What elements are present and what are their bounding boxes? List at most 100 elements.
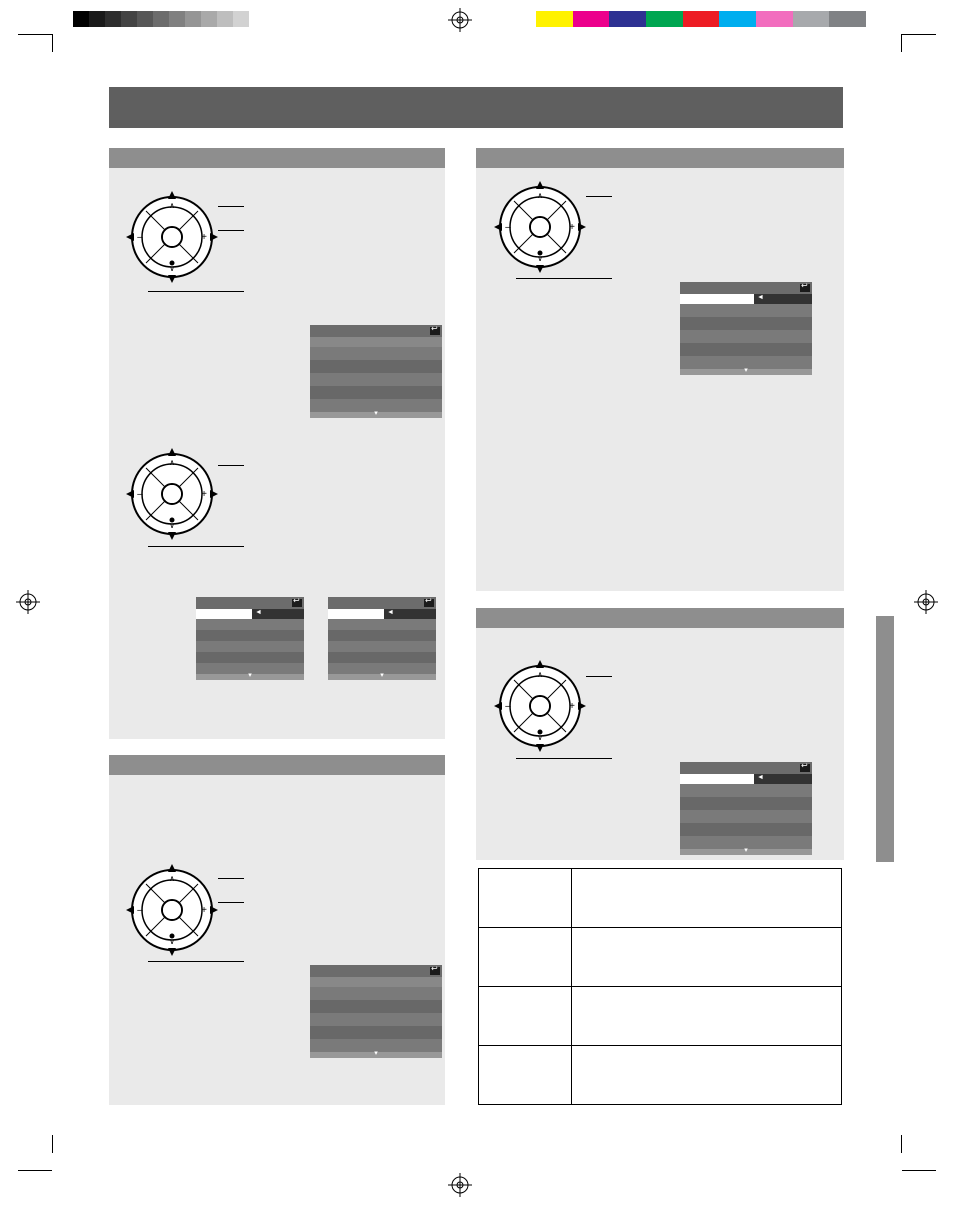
menu-row bbox=[680, 784, 812, 797]
menu-footer bbox=[680, 369, 812, 375]
page-title-bar bbox=[109, 87, 843, 128]
osd-menu bbox=[328, 597, 436, 680]
joystick-icon: ∧ ∨ – + bbox=[126, 191, 218, 283]
menu-row bbox=[328, 619, 436, 630]
osd-menu bbox=[196, 597, 304, 680]
section-heading-bar bbox=[476, 148, 844, 168]
side-thumb-tab bbox=[876, 616, 894, 862]
section-heading-bar bbox=[109, 148, 445, 168]
back-icon bbox=[430, 967, 440, 975]
spec-table bbox=[478, 868, 842, 1105]
menu-footer bbox=[196, 674, 304, 680]
joystick-icon: ∧ ∨ – + bbox=[494, 660, 586, 752]
reg-mark-top bbox=[448, 8, 472, 32]
menu-footer bbox=[328, 674, 436, 680]
menu-row bbox=[328, 641, 436, 652]
menu-row bbox=[196, 619, 304, 630]
back-icon bbox=[800, 284, 810, 292]
table-row bbox=[479, 1046, 842, 1105]
callout-leader bbox=[586, 196, 612, 197]
menu-row bbox=[680, 330, 812, 343]
crop-mark-tl bbox=[18, 6, 54, 42]
menu-row bbox=[310, 347, 442, 360]
crop-mark-bl bbox=[18, 1163, 54, 1199]
callout-leader bbox=[218, 465, 244, 466]
menu-row bbox=[196, 630, 304, 641]
callout-leader bbox=[516, 758, 612, 759]
svg-text:–: – bbox=[137, 232, 143, 243]
callout-leader bbox=[218, 902, 244, 903]
svg-text:–: – bbox=[505, 701, 511, 712]
menu-row bbox=[680, 810, 812, 823]
reg-mark-bottom bbox=[448, 1173, 472, 1197]
table-row bbox=[479, 987, 842, 1046]
menu-row bbox=[328, 630, 436, 641]
menu-row bbox=[328, 652, 436, 663]
callout-leader bbox=[148, 546, 244, 547]
callout-leader bbox=[218, 206, 244, 207]
menu-row bbox=[196, 641, 304, 652]
menu-row bbox=[680, 797, 812, 810]
menu-footer bbox=[310, 412, 442, 418]
menu-row bbox=[310, 373, 442, 386]
menu-selected bbox=[252, 609, 304, 619]
joystick-icon: ∧ ∨ – + bbox=[126, 448, 218, 540]
menu-footer bbox=[680, 849, 812, 855]
menu-row bbox=[310, 987, 442, 1000]
menu-row bbox=[310, 360, 442, 373]
svg-text:–: – bbox=[137, 489, 143, 500]
reg-mark-right bbox=[914, 590, 938, 614]
menu-row bbox=[196, 652, 304, 663]
menu-row bbox=[310, 1026, 442, 1039]
menu-row bbox=[680, 823, 812, 836]
svg-text:+: + bbox=[201, 232, 207, 243]
svg-text:∧: ∧ bbox=[169, 874, 175, 883]
svg-text:∧: ∧ bbox=[169, 458, 175, 467]
table-row bbox=[479, 928, 842, 987]
svg-text:–: – bbox=[505, 222, 511, 233]
menu-row bbox=[310, 386, 442, 399]
svg-text:+: + bbox=[569, 701, 575, 712]
crop-mark-tr bbox=[900, 6, 936, 42]
color-swatches bbox=[536, 11, 866, 27]
back-icon bbox=[292, 599, 302, 607]
menu-row bbox=[310, 1013, 442, 1026]
svg-text:–: – bbox=[137, 905, 143, 916]
callout-leader bbox=[148, 961, 244, 962]
joystick-icon: ∧ ∨ – + bbox=[126, 864, 218, 956]
osd-menu bbox=[680, 282, 812, 375]
menu-selected bbox=[754, 294, 812, 304]
table-row bbox=[479, 869, 842, 928]
menu-footer bbox=[310, 1052, 442, 1058]
svg-text:∧: ∧ bbox=[169, 201, 175, 210]
menu-row bbox=[680, 317, 812, 330]
menu-row bbox=[680, 343, 812, 356]
grayscale-swatches bbox=[73, 11, 265, 27]
page: ∧ ∨ – + ∧ ∨ – + ∧ ∨ – + bbox=[0, 0, 954, 1205]
back-icon bbox=[800, 764, 810, 772]
callout-leader bbox=[218, 878, 244, 879]
svg-text:+: + bbox=[201, 489, 207, 500]
back-icon bbox=[430, 327, 440, 335]
menu-row bbox=[680, 304, 812, 317]
crop-mark-br bbox=[900, 1163, 936, 1199]
svg-text:+: + bbox=[201, 905, 207, 916]
svg-text:∧: ∧ bbox=[537, 670, 543, 679]
joystick-icon: ∧ ∨ – + bbox=[494, 181, 586, 273]
section-heading-bar bbox=[109, 755, 445, 775]
svg-text:∧: ∧ bbox=[537, 191, 543, 200]
reg-mark-left bbox=[16, 590, 40, 614]
osd-menu bbox=[310, 965, 442, 1058]
callout-leader bbox=[586, 676, 612, 677]
menu-selected bbox=[754, 774, 812, 784]
section-heading-bar bbox=[476, 608, 844, 628]
menu-selected bbox=[384, 609, 436, 619]
menu-row bbox=[310, 1000, 442, 1013]
callout-leader bbox=[218, 230, 244, 231]
callout-leader bbox=[516, 278, 612, 279]
callout-leader bbox=[170, 291, 244, 292]
svg-text:+: + bbox=[569, 222, 575, 233]
back-icon bbox=[424, 599, 434, 607]
osd-menu bbox=[310, 325, 442, 418]
osd-menu bbox=[680, 762, 812, 855]
